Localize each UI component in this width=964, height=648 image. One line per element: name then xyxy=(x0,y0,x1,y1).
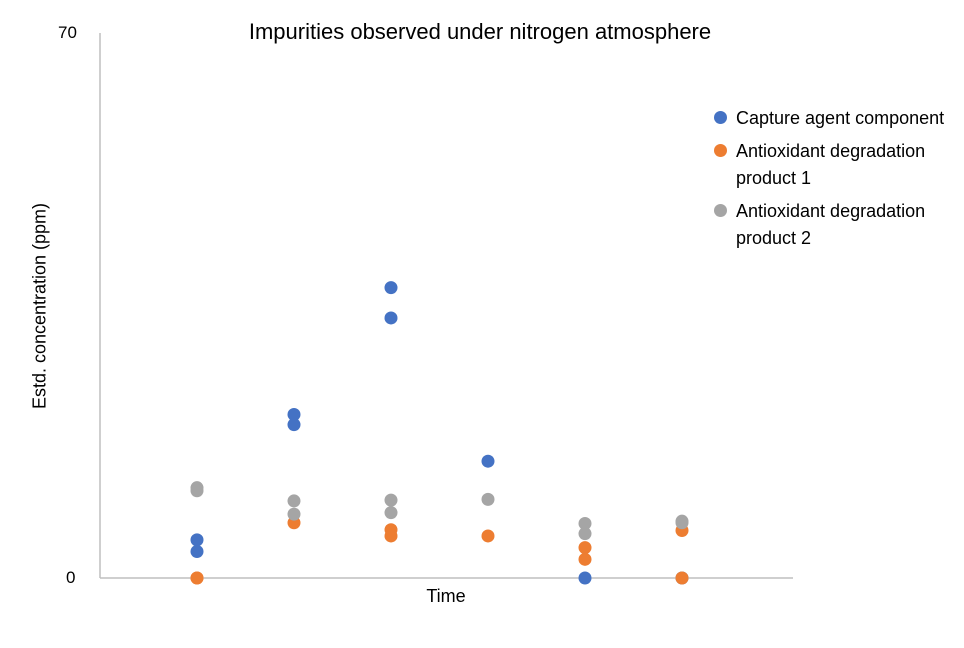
legend-item-capture-agent: Capture agent component xyxy=(714,105,959,132)
data-point-series-1 xyxy=(481,454,495,468)
data-point-series-3 xyxy=(384,506,398,520)
data-point-series-2 xyxy=(675,571,689,585)
legend-marker xyxy=(714,144,727,157)
chart-points xyxy=(190,281,689,585)
data-point-series-1 xyxy=(578,571,592,585)
legend-marker xyxy=(714,111,727,124)
y-axis-label: Estd. concentration (ppm) xyxy=(29,202,50,410)
data-point-series-1 xyxy=(384,281,398,295)
data-point-series-2 xyxy=(481,529,495,543)
y-tick-label-max: 70 xyxy=(58,23,77,42)
data-point-series-1 xyxy=(287,418,301,432)
data-point-series-3 xyxy=(287,507,301,521)
data-point-series-3 xyxy=(384,493,398,507)
data-point-series-3 xyxy=(481,492,495,506)
legend-item-antioxidant-2: Antioxidant degradation product 2 xyxy=(714,198,959,252)
data-point-series-2 xyxy=(578,541,592,555)
data-point-series-2 xyxy=(384,529,398,543)
data-point-series-1 xyxy=(190,545,204,559)
x-axis-label: Time xyxy=(426,586,466,606)
data-point-series-2 xyxy=(578,552,592,566)
data-point-series-1 xyxy=(287,408,301,421)
legend: Capture agent component Antioxidant degr… xyxy=(714,105,959,258)
legend-label: Antioxidant degradation product 1 xyxy=(736,141,926,188)
data-point-series-1 xyxy=(190,533,204,547)
legend-label: Capture agent component xyxy=(736,108,945,128)
data-point-series-3 xyxy=(190,484,204,498)
legend-label: Antioxidant degradation product 2 xyxy=(736,201,926,248)
data-point-series-3 xyxy=(675,516,689,530)
legend-item-antioxidant-1: Antioxidant degradation product 1 xyxy=(714,138,959,192)
data-point-series-3 xyxy=(287,494,301,508)
legend-marker xyxy=(714,204,727,217)
y-tick-label-min: 0 xyxy=(66,568,76,587)
data-point-series-2 xyxy=(190,571,204,585)
data-point-series-3 xyxy=(578,517,592,530)
data-point-series-1 xyxy=(384,311,398,325)
chart-axes xyxy=(99,33,793,579)
chart-title: Impurities observed under nitrogen atmos… xyxy=(248,19,712,44)
data-point-series-3 xyxy=(578,527,592,541)
